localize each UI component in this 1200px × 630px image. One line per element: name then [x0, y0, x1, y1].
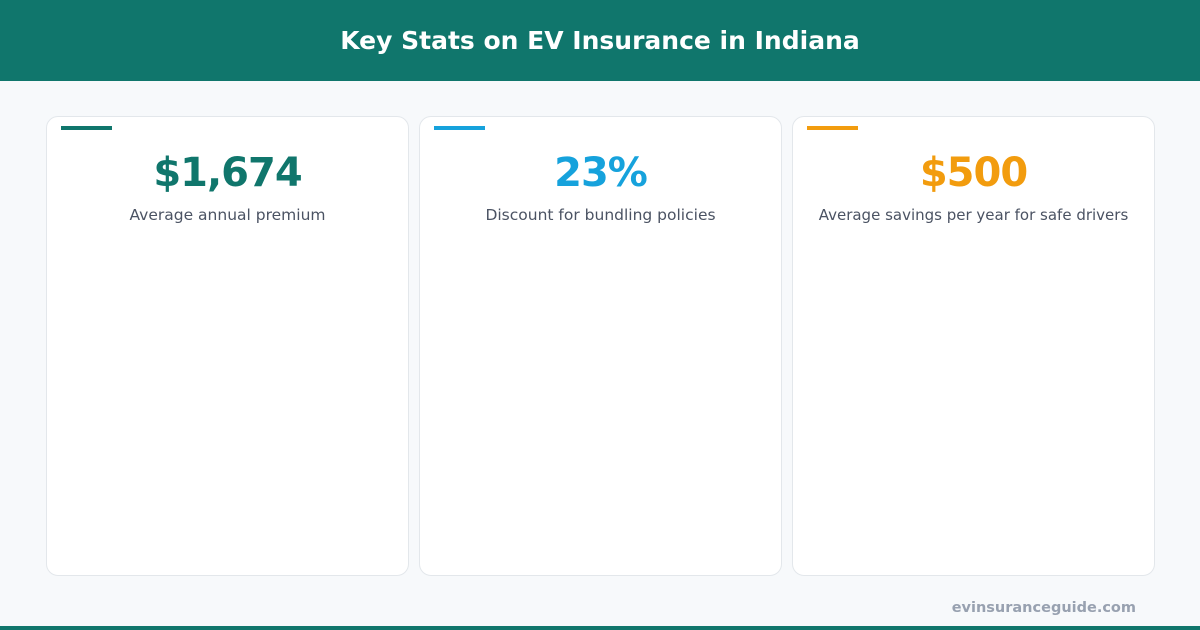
- stat-card-premium: $1,674 Average annual premium: [46, 116, 409, 576]
- stat-value: 23%: [554, 150, 648, 196]
- stat-card-bundling: 23% Discount for bundling policies: [419, 116, 782, 576]
- page-title: Key Stats on EV Insurance in Indiana: [340, 26, 860, 55]
- stat-value: $500: [919, 150, 1028, 196]
- stat-label: Average savings per year for safe driver…: [818, 206, 1129, 224]
- stat-label: Average annual premium: [129, 206, 326, 224]
- accent-bar: [61, 126, 112, 130]
- stat-label: Discount for bundling policies: [485, 206, 716, 224]
- header-banner: Key Stats on EV Insurance in Indiana: [0, 0, 1200, 81]
- bottom-bar: [0, 626, 1200, 630]
- accent-bar: [434, 126, 485, 130]
- site-credit: evinsuranceguide.com: [951, 600, 1136, 616]
- stat-card-safe-drivers: $500 Average savings per year for safe d…: [792, 116, 1155, 576]
- accent-bar: [807, 126, 858, 130]
- stat-value: $1,674: [153, 150, 302, 196]
